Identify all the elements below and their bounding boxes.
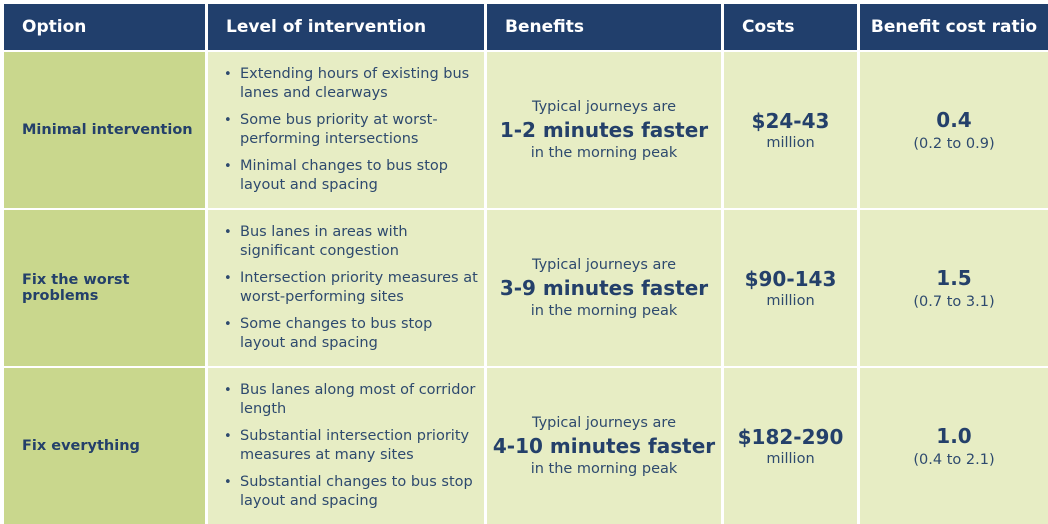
- benefit-value: 1-2 minutes faster: [499, 118, 709, 142]
- benefit-intro: Typical journeys are: [531, 99, 676, 115]
- benefit-context: in the morning peak: [530, 461, 678, 477]
- bullet-icon: •: [224, 112, 232, 128]
- benefit-cell: Typical journeys are 1-2 minutes faster …: [487, 52, 721, 208]
- benefit-value: 4-10 minutes faster: [492, 434, 716, 458]
- bullet-icon: •: [224, 316, 232, 332]
- bullet-icon: •: [224, 270, 232, 286]
- benefit-context: in the morning peak: [530, 145, 678, 161]
- options-table: Option Level of intervention Benefits Co…: [4, 4, 1048, 524]
- level-item: • Substantial intersection priority measu…: [222, 427, 478, 466]
- ratio-range: (0.7 to 3.1): [913, 294, 995, 310]
- level-item-text: Intersection priority measures at worst-…: [240, 269, 478, 306]
- header-level: Level of intervention: [208, 4, 484, 50]
- level-item-text: Some changes to bus stop layout and spac…: [240, 315, 433, 352]
- ratio-range: (0.2 to 0.9): [913, 136, 995, 152]
- cost-value: $90-143: [744, 267, 837, 291]
- level-cell: • Bus lanes in areas with significant con…: [208, 210, 484, 366]
- cost-cell: $24-43 million: [724, 52, 857, 208]
- option-label: Fix the worst problems: [4, 210, 205, 366]
- level-item-text: Minimal changes to bus stop layout and s…: [240, 157, 448, 194]
- benefit-value: 3-9 minutes faster: [499, 276, 709, 300]
- benefit-intro: Typical journeys are: [531, 257, 676, 273]
- cost-value: $24-43: [751, 109, 830, 133]
- benefit-cell: Typical journeys are 4-10 minutes faster…: [487, 368, 721, 524]
- level-item-text: Substantial changes to bus stop layout a…: [240, 473, 473, 510]
- cost-unit: million: [766, 135, 815, 151]
- level-item-text: Extending hours of existing bus lanes an…: [240, 65, 470, 102]
- level-list: • Bus lanes along most of corridor length…: [222, 381, 478, 512]
- ratio-cell: 1.0 (0.4 to 2.1): [860, 368, 1048, 524]
- header-benefit-cost-ratio: Benefit cost ratio: [860, 4, 1048, 50]
- cost-unit: million: [766, 451, 815, 467]
- ratio-range: (0.4 to 2.1): [913, 452, 995, 468]
- level-item-text: Some bus priority at worst-performing in…: [240, 111, 438, 148]
- option-label: Minimal intervention: [4, 52, 205, 208]
- header-option: Option: [4, 4, 205, 50]
- benefit-intro: Typical journeys are: [531, 415, 676, 431]
- bullet-icon: •: [224, 382, 232, 398]
- level-item: • Some bus priority at worst-performing i…: [222, 111, 478, 150]
- level-item: • Extending hours of existing bus lanes a…: [222, 65, 478, 104]
- level-item: • Some changes to bus stop layout and spa…: [222, 315, 478, 354]
- option-label: Fix everything: [4, 368, 205, 524]
- level-item: • Bus lanes in areas with significant con…: [222, 223, 478, 262]
- cost-value: $182-290: [737, 425, 844, 449]
- level-item-text: Bus lanes along most of corridor length: [240, 381, 476, 418]
- cost-cell: $182-290 million: [724, 368, 857, 524]
- bullet-icon: •: [224, 66, 232, 82]
- header-benefits: Benefits: [487, 4, 721, 50]
- ratio-cell: 0.4 (0.2 to 0.9): [860, 52, 1048, 208]
- ratio-cell: 1.5 (0.7 to 3.1): [860, 210, 1048, 366]
- level-item-text: Bus lanes in areas with significant cong…: [240, 223, 408, 260]
- level-item: • Bus lanes along most of corridor length: [222, 381, 478, 420]
- bullet-icon: •: [224, 474, 232, 490]
- level-list: • Extending hours of existing bus lanes a…: [222, 65, 478, 196]
- benefit-cell: Typical journeys are 3-9 minutes faster …: [487, 210, 721, 366]
- level-item: • Intersection priority measures at worst…: [222, 269, 478, 308]
- ratio-value: 1.5: [936, 266, 972, 290]
- benefit-context: in the morning peak: [530, 303, 678, 319]
- level-item-text: Substantial intersection priority measur…: [240, 427, 470, 464]
- level-item: • Minimal changes to bus stop layout and …: [222, 157, 478, 196]
- header-costs: Costs: [724, 4, 857, 50]
- level-cell: • Extending hours of existing bus lanes a…: [208, 52, 484, 208]
- ratio-value: 1.0: [936, 424, 972, 448]
- bullet-icon: •: [224, 158, 232, 174]
- level-list: • Bus lanes in areas with significant con…: [222, 223, 478, 354]
- level-item: • Substantial changes to bus stop layout …: [222, 473, 478, 512]
- bullet-icon: •: [224, 428, 232, 444]
- cost-unit: million: [766, 293, 815, 309]
- level-cell: • Bus lanes along most of corridor length…: [208, 368, 484, 524]
- cost-cell: $90-143 million: [724, 210, 857, 366]
- bullet-icon: •: [224, 224, 232, 240]
- ratio-value: 0.4: [936, 108, 972, 132]
